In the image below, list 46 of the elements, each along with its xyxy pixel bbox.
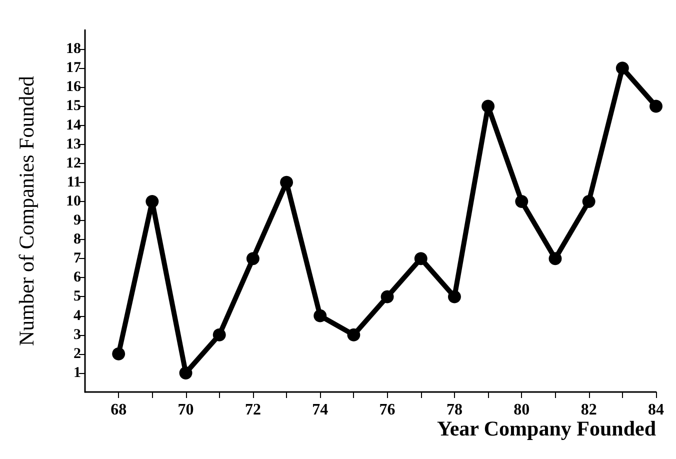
x-axis-title: Year Company Founded (437, 416, 656, 440)
x-tick-label: 82 (580, 402, 597, 418)
y-tick-label: 16 (66, 79, 82, 96)
point (582, 194, 596, 208)
y-tick-label: 4 (74, 308, 82, 324)
point (414, 252, 428, 266)
x-tick-label: 68 (110, 402, 127, 418)
point (548, 252, 562, 266)
x-tick-label: 80 (514, 402, 530, 418)
point (314, 309, 327, 322)
point (347, 328, 360, 342)
point (112, 347, 126, 360)
point (179, 366, 192, 380)
x-tick-label: 74 (312, 402, 328, 418)
y-tick-label: 12 (66, 155, 81, 172)
y-tick-label: 1 (74, 364, 81, 381)
x-tick-label: 84 (648, 402, 664, 418)
point (650, 100, 662, 113)
x-tick-label: 72 (244, 402, 261, 418)
y-tick-label: 18 (66, 41, 81, 58)
point (482, 100, 495, 113)
point (616, 62, 629, 75)
point (246, 252, 260, 266)
point (146, 194, 159, 208)
y-tick-label: 7 (74, 250, 82, 267)
y-tick-label: 6 (74, 270, 82, 286)
point (280, 176, 294, 189)
point (515, 194, 528, 208)
x-tick-label: 76 (379, 402, 396, 418)
y-tick-label: 3 (74, 326, 81, 343)
y-tick-label: 11 (66, 174, 81, 190)
x-tick-label: 70 (178, 402, 194, 418)
y-axis-title: Number of Companies Founded (14, 75, 38, 346)
y-tick-label: 10 (66, 193, 81, 210)
point (448, 290, 461, 304)
y-tick-label: 13 (66, 136, 81, 152)
x-tick-label: 78 (446, 402, 462, 418)
point (380, 290, 394, 304)
y-tick-label: 2 (74, 346, 81, 362)
point (212, 328, 226, 342)
y-tick-label: 14 (66, 117, 82, 134)
y-tick-label: 15 (66, 98, 81, 114)
y-tick-label: 9 (74, 212, 81, 229)
y-tick-label: 8 (74, 232, 81, 248)
y-tick-label: 5 (74, 288, 81, 305)
y-tick-label: 17 (66, 60, 82, 76)
